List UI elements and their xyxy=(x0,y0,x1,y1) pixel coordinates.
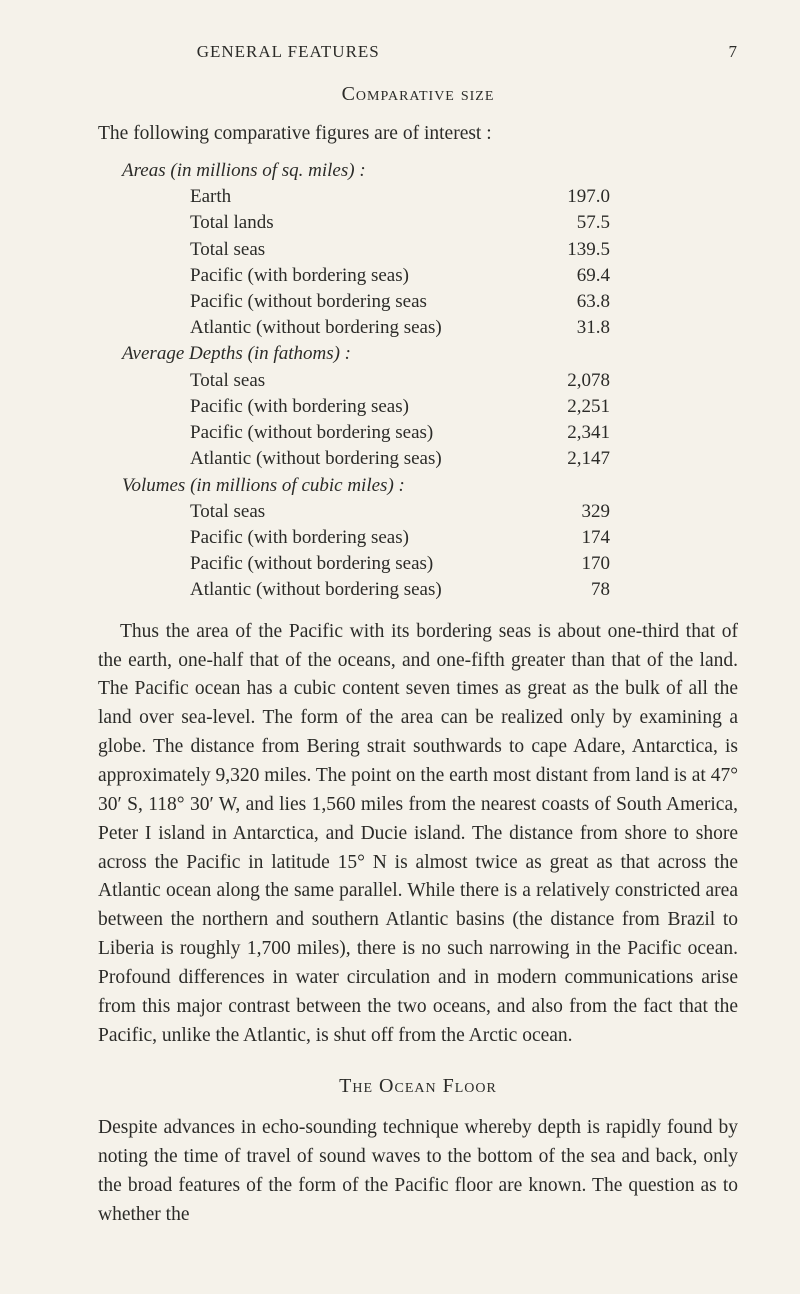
data-label: Total seas xyxy=(190,237,530,263)
data-value: 63.8 xyxy=(530,289,610,315)
data-value: 170 xyxy=(530,551,610,577)
table-row: Total seas2,078 xyxy=(98,368,738,394)
table-row: Pacific (with bordering seas)174 xyxy=(98,525,738,551)
data-label: Total seas xyxy=(190,368,530,394)
table-row: Atlantic (without bordering seas)31.8 xyxy=(98,315,738,341)
body-paragraph-1: Thus the area of the Pacific with its bo… xyxy=(98,618,738,1051)
data-value: 31.8 xyxy=(530,315,610,341)
running-head: GENERAL FEATURES 7 xyxy=(98,40,738,63)
table-row: Atlantic (without bordering seas)2,147 xyxy=(98,446,738,472)
running-title: GENERAL FEATURES xyxy=(98,40,479,63)
page: GENERAL FEATURES 7 Comparative size The … xyxy=(0,0,800,1270)
table-row: Total seas329 xyxy=(98,499,738,525)
data-group-depths: Average Depths (in fathoms) : Total seas… xyxy=(98,341,738,472)
data-value: 69.4 xyxy=(530,263,610,289)
data-group-areas: Areas (in millions of sq. miles) : Earth… xyxy=(98,158,738,342)
table-row: Pacific (with bordering seas)2,251 xyxy=(98,394,738,420)
table-row: Total lands57.5 xyxy=(98,210,738,236)
data-value: 2,341 xyxy=(530,420,610,446)
table-row: Pacific (with bordering seas)69.4 xyxy=(98,263,738,289)
table-row: Atlantic (without bordering seas)78 xyxy=(98,577,738,603)
body-paragraph-2: Despite advances in echo-sounding techni… xyxy=(98,1114,738,1229)
section-heading-comparative-size: Comparative size xyxy=(98,81,738,109)
data-value: 329 xyxy=(530,499,610,525)
section-heading-ocean-floor: The Ocean Floor xyxy=(98,1073,738,1101)
data-value: 2,251 xyxy=(530,394,610,420)
data-label: Total seas xyxy=(190,499,530,525)
lead-sentence: The following comparative figures are of… xyxy=(98,121,738,148)
data-label: Pacific (without bordering seas) xyxy=(190,420,530,446)
table-row: Total seas139.5 xyxy=(98,237,738,263)
group-title: Average Depths (in fathoms) : xyxy=(122,341,738,367)
table-row: Pacific (without bordering seas)170 xyxy=(98,551,738,577)
data-value: 197.0 xyxy=(530,184,610,210)
data-label: Atlantic (without bordering seas) xyxy=(190,446,530,472)
data-label: Pacific (with bordering seas) xyxy=(190,525,530,551)
data-value: 2,078 xyxy=(530,368,610,394)
group-title: Areas (in millions of sq. miles) : xyxy=(122,158,738,184)
data-block: Areas (in millions of sq. miles) : Earth… xyxy=(98,158,738,604)
data-label: Pacific (with bordering seas) xyxy=(190,263,530,289)
data-label: Pacific (without bordering seas) xyxy=(190,551,530,577)
page-number: 7 xyxy=(729,40,739,63)
data-value: 78 xyxy=(530,577,610,603)
table-row: Pacific (without bordering seas)2,341 xyxy=(98,420,738,446)
data-value: 139.5 xyxy=(530,237,610,263)
data-label: Pacific (with bordering seas) xyxy=(190,394,530,420)
table-row: Pacific (without bordering seas63.8 xyxy=(98,289,738,315)
data-label: Atlantic (without bordering seas) xyxy=(190,577,530,603)
data-label: Atlantic (without bordering seas) xyxy=(190,315,530,341)
data-value: 57.5 xyxy=(530,210,610,236)
data-value: 2,147 xyxy=(530,446,610,472)
data-group-volumes: Volumes (in millions of cubic miles) : T… xyxy=(98,473,738,604)
table-row: Earth197.0 xyxy=(98,184,738,210)
data-label: Earth xyxy=(190,184,530,210)
data-label: Pacific (without bordering seas xyxy=(190,289,530,315)
data-label: Total lands xyxy=(190,210,530,236)
group-title: Volumes (in millions of cubic miles) : xyxy=(122,473,738,499)
data-value: 174 xyxy=(530,525,610,551)
